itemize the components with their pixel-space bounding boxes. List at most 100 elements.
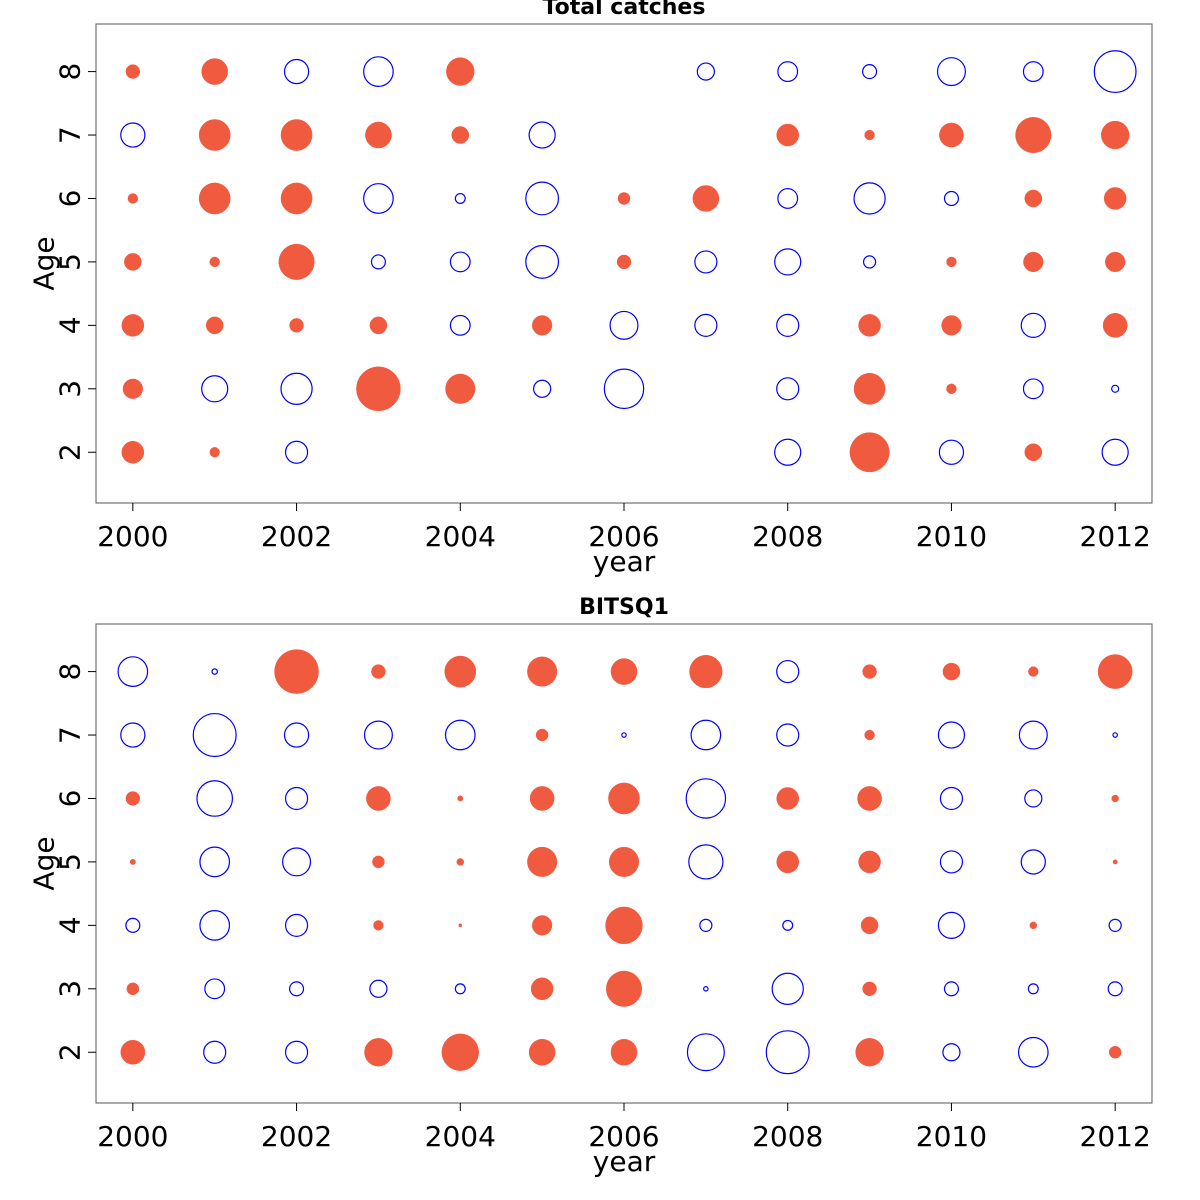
bubble-positive	[121, 440, 145, 464]
bubble-negative	[937, 911, 966, 939]
bubble-negative	[703, 986, 709, 992]
bubble-positive	[446, 57, 475, 86]
bubble-negative	[528, 121, 556, 149]
bubble-negative	[765, 1030, 810, 1075]
bubble-positive	[371, 664, 386, 679]
bubble-negative	[284, 786, 309, 811]
bubble-positive	[1028, 666, 1039, 677]
bubble-positive	[855, 1038, 884, 1067]
bubble-negative	[936, 57, 966, 87]
bubble-positive	[528, 1038, 556, 1066]
y-tick-label: 8	[54, 663, 87, 681]
bubble-positive	[530, 977, 554, 1001]
x-tick-label: 2010	[916, 1120, 987, 1153]
x-tick-label: 2004	[425, 520, 496, 553]
bubble-positive	[1103, 187, 1127, 210]
bubble-negative	[282, 847, 312, 877]
bubble-negative	[1027, 983, 1039, 995]
x-tick-label: 2002	[261, 520, 332, 553]
bubble-negative	[363, 720, 393, 750]
chart-title: Total catches	[543, 0, 706, 20]
bubble-positive	[209, 256, 220, 268]
bubble-positive	[458, 923, 463, 928]
bubble-negative	[284, 440, 309, 464]
bubble-positive	[1023, 251, 1044, 273]
bubble-positive	[608, 846, 640, 877]
bubble-positive	[860, 916, 879, 935]
bubble-positive	[124, 253, 142, 271]
bubble-negative	[454, 983, 466, 995]
y-axis-label: Age	[28, 236, 61, 290]
bubble-negative	[776, 377, 800, 401]
bubble-negative	[939, 850, 964, 874]
bubble-negative	[1108, 918, 1122, 932]
bubble-negative	[603, 368, 645, 410]
bubble-positive	[445, 373, 476, 404]
bubble-positive	[201, 58, 228, 85]
bubble-negative	[688, 844, 724, 880]
bubble-positive	[776, 787, 799, 810]
bubble-positive	[457, 795, 464, 802]
bubble-negative	[1022, 378, 1044, 400]
bubble-negative	[1093, 50, 1137, 94]
bubble-positive	[858, 850, 881, 874]
bubble-negative	[694, 313, 718, 337]
bubble-negative	[777, 188, 799, 209]
bubble-positive	[1108, 1045, 1122, 1059]
bubble-negative	[1018, 720, 1048, 750]
bubble-positive	[125, 791, 141, 806]
y-tick-label: 7	[54, 726, 87, 744]
bubble-positive	[198, 182, 231, 215]
x-tick-label: 2012	[1080, 1120, 1151, 1153]
y-tick-label: 3	[54, 980, 87, 998]
x-tick-label: 2002	[261, 1120, 332, 1153]
bubble-negative	[685, 778, 727, 819]
bubble-negative	[862, 64, 878, 80]
bubble-negative	[525, 181, 560, 216]
bubble-negative	[621, 732, 627, 738]
bubble-positive	[527, 656, 558, 687]
y-tick-label: 4	[54, 316, 87, 334]
bubble-positive	[776, 123, 799, 147]
bubble-positive	[1015, 117, 1052, 154]
bubble-negative	[211, 668, 218, 675]
bubble-positive	[120, 1039, 146, 1065]
bubble-negative	[199, 846, 231, 878]
bubble-positive	[942, 662, 961, 681]
bubble-positive	[939, 122, 964, 148]
x-tick-label: 2000	[97, 520, 168, 553]
bubble-negative	[938, 439, 965, 465]
bubble-positive	[776, 850, 799, 874]
bubble-positive	[857, 786, 882, 811]
bubble-positive	[864, 129, 875, 141]
bubble-negative	[609, 310, 639, 340]
bubble-negative	[1111, 384, 1120, 393]
bubble-positive	[610, 658, 638, 685]
bubble-positive	[529, 786, 555, 811]
bubble-negative	[370, 254, 386, 270]
bubble-positive	[853, 372, 886, 405]
bubble-positive	[372, 855, 385, 869]
bubble-negative	[782, 919, 794, 931]
bubble-negative	[449, 314, 471, 336]
bubble-positive	[126, 982, 140, 996]
bubble-positive	[1101, 120, 1130, 150]
bubble-positive	[366, 786, 391, 811]
bubble-negative	[694, 250, 718, 274]
x-tick-label: 2008	[752, 520, 823, 553]
bubble-negative	[454, 192, 466, 204]
bubble-positive	[535, 728, 549, 742]
bubble-negative	[1101, 438, 1129, 466]
bubble-positive	[205, 316, 224, 335]
bubble-positive	[441, 1033, 479, 1071]
bubble-positive	[365, 121, 392, 149]
y-tick-label: 5	[54, 253, 87, 271]
bubble-negative	[686, 1033, 725, 1072]
bubble-positive	[941, 315, 962, 336]
bubble-positive	[129, 858, 136, 865]
bubble-positive	[532, 915, 553, 936]
bubble-positive	[946, 383, 957, 394]
bubble-negative	[196, 780, 234, 817]
bubble-positive	[373, 920, 384, 931]
chart-title: BITSQ1	[579, 595, 669, 620]
